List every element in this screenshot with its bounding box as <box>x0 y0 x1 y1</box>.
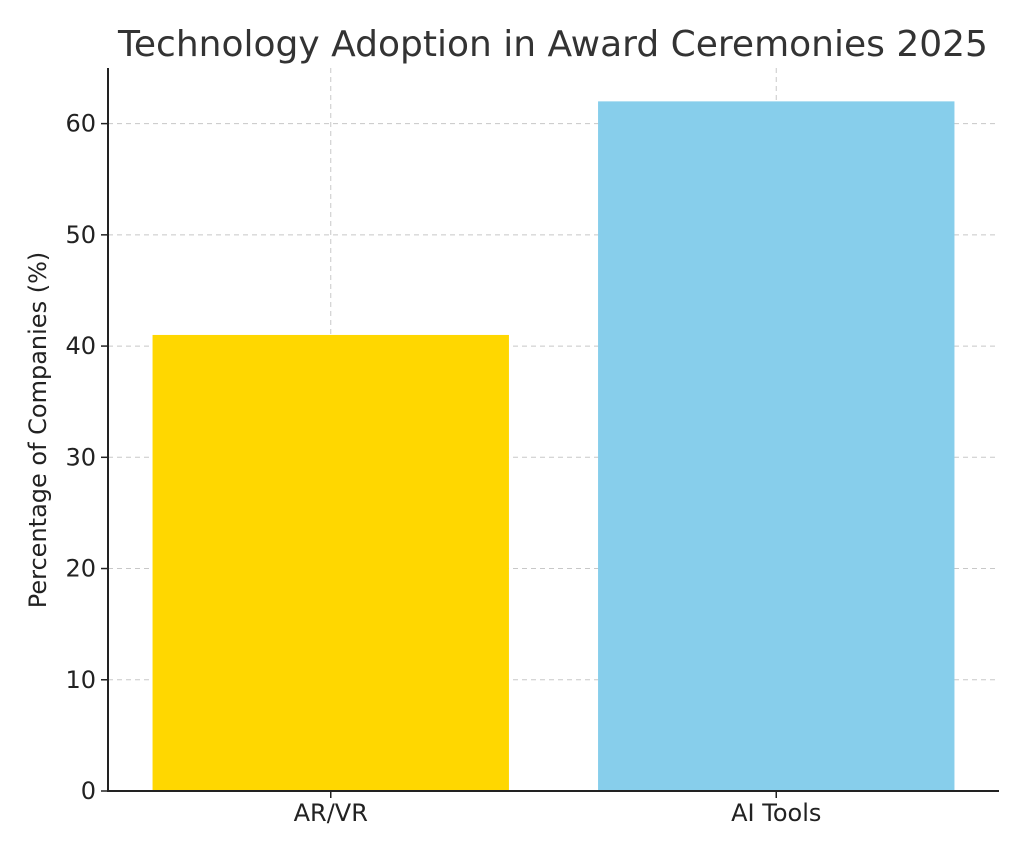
y-tick-label: 0 <box>81 777 96 805</box>
x-tick-label: AI Tools <box>731 799 821 827</box>
y-tick-label: 40 <box>65 332 96 360</box>
bars <box>152 101 955 791</box>
bar-ar-vr <box>152 334 509 791</box>
y-tick-label: 20 <box>65 555 96 583</box>
axes <box>107 68 999 792</box>
x-ticks: AR/VR AI Tools <box>294 791 821 827</box>
y-tick-label: 10 <box>65 666 96 694</box>
y-tick-label: 60 <box>65 110 96 138</box>
y-ticks: 0 10 20 30 40 50 60 <box>65 110 108 805</box>
x-tick-label: AR/VR <box>294 799 368 827</box>
y-axis-label: Percentage of Companies (%) <box>24 252 52 608</box>
y-tick-label: 50 <box>65 221 96 249</box>
chart-title: Technology Adoption in Award Ceremonies … <box>117 24 988 65</box>
y-tick-label: 30 <box>65 443 96 471</box>
bar-ai-tools <box>598 101 955 791</box>
